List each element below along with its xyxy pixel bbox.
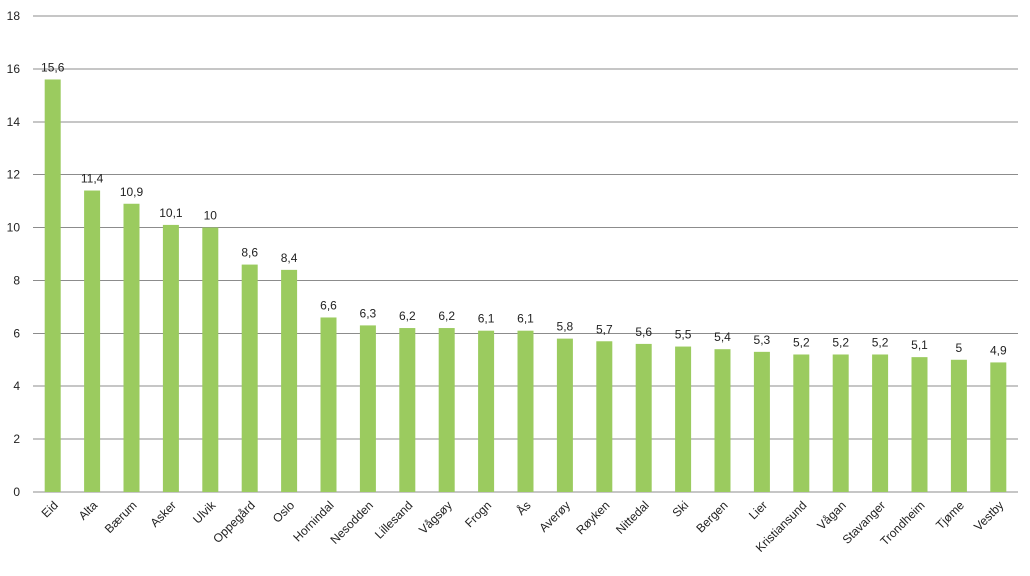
bar — [635, 343, 652, 492]
data-label: 6,2 — [438, 309, 455, 323]
data-labels: 15,6 11,4 10,9 10,1 10 8,6 8,4 6,6 6,3 6,2 6,2 6,1 6… — [41, 60, 1007, 357]
data-label: 6,3 — [360, 306, 377, 320]
bar — [556, 338, 573, 492]
bar — [990, 362, 1007, 492]
data-label: 5,6 — [635, 325, 652, 339]
x-tick-label: Alta — [76, 498, 101, 523]
bar — [44, 79, 61, 492]
x-tick-label: Vågan — [814, 498, 848, 532]
bar — [596, 341, 613, 492]
data-label: 6,1 — [517, 312, 534, 326]
bar — [359, 325, 376, 492]
data-label: 11,4 — [81, 172, 104, 186]
x-tick-label: Lier — [746, 498, 770, 522]
data-label: 10,9 — [120, 185, 144, 199]
data-label: 5,2 — [832, 335, 849, 349]
bar — [399, 328, 416, 492]
x-tick-label: Tjøme — [933, 498, 967, 532]
bar — [202, 227, 219, 493]
data-label: 5,2 — [872, 335, 889, 349]
bar — [753, 351, 770, 492]
data-label: 10,1 — [159, 206, 183, 220]
x-tick-label: Nittedal — [613, 498, 652, 537]
data-label: 4,9 — [990, 343, 1007, 357]
bar — [84, 190, 101, 493]
x-tick-label: Vestby — [971, 498, 1006, 533]
x-tick-label: Bærum — [102, 498, 140, 536]
x-tick-label: Eid — [39, 498, 61, 520]
data-label: 5,5 — [675, 328, 692, 342]
bar — [281, 269, 298, 492]
x-tick-label: Frogn — [462, 498, 494, 530]
x-tick-label: Asker — [147, 498, 179, 530]
data-label: 5,3 — [754, 333, 771, 347]
bar — [950, 359, 967, 492]
y-tick-label: 4 — [13, 379, 20, 393]
bar — [241, 264, 258, 492]
data-label: 10 — [204, 209, 218, 223]
y-tick-label: 12 — [7, 168, 21, 182]
data-label: 15,6 — [41, 60, 65, 74]
x-tick-label: Lillesand — [372, 498, 415, 541]
bar — [517, 330, 534, 492]
x-tick-label: Ulvik — [190, 498, 219, 527]
y-tick-label: 8 — [13, 273, 20, 287]
data-label: 6,6 — [320, 298, 337, 312]
x-tick-label: Oslo — [270, 498, 298, 526]
data-label: 5,8 — [557, 320, 574, 334]
data-label: 5,1 — [911, 338, 928, 352]
data-label: 6,2 — [399, 309, 416, 323]
data-label: 5,4 — [714, 330, 731, 344]
bar — [872, 354, 889, 492]
bar — [793, 354, 810, 492]
x-tick-label: Røyken — [573, 498, 612, 537]
x-tick-label: Averøy — [536, 498, 573, 535]
y-axis-ticks: 0 2 4 6 8 10 12 14 16 18 — [7, 9, 21, 499]
bar — [162, 224, 179, 492]
x-tick-label: Nesodden — [327, 498, 376, 547]
gridlines — [33, 15, 1018, 493]
data-label: 6,1 — [478, 312, 495, 326]
y-tick-label: 0 — [13, 485, 20, 499]
y-tick-label: 18 — [7, 9, 21, 23]
y-tick-label: 2 — [13, 432, 20, 446]
bar — [675, 346, 692, 492]
y-tick-label: 6 — [13, 326, 20, 340]
x-tick-label: Bergen — [693, 498, 730, 535]
data-label: 5,7 — [596, 322, 613, 336]
bar — [123, 203, 140, 492]
bar — [438, 328, 455, 492]
bar — [911, 357, 928, 492]
y-tick-label: 14 — [7, 115, 21, 129]
x-tick-label: Ås — [513, 498, 534, 519]
y-tick-label: 10 — [7, 221, 21, 235]
data-label: 8,6 — [241, 246, 258, 260]
x-tick-label: Ski — [670, 498, 692, 520]
bar — [320, 317, 337, 492]
x-tick-label: Oppegård — [210, 498, 258, 546]
bar — [832, 354, 849, 492]
x-tick-label: Vågsøy — [416, 498, 455, 537]
bar — [714, 349, 731, 492]
y-tick-label: 16 — [7, 62, 21, 76]
data-label: 8,4 — [281, 251, 298, 265]
data-label: 5 — [956, 341, 963, 355]
bar — [478, 330, 495, 492]
bars — [44, 79, 1007, 493]
data-label: 5,2 — [793, 335, 810, 349]
